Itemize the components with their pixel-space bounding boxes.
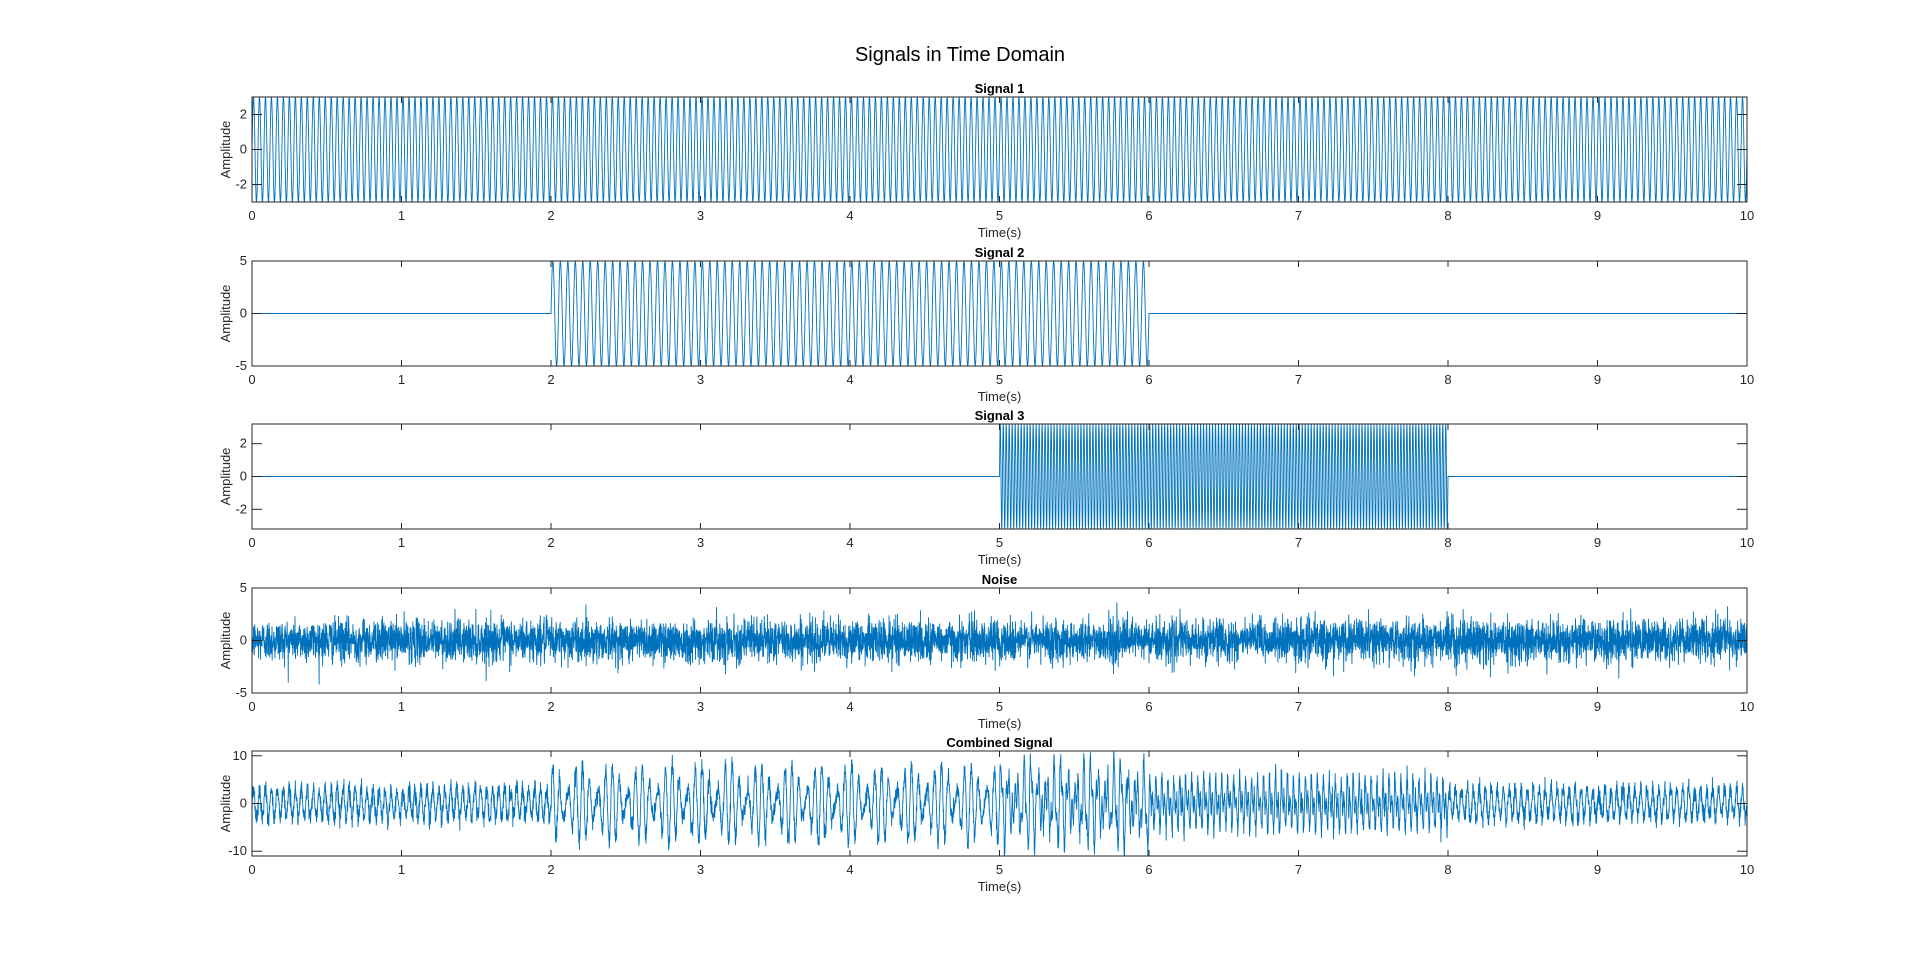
x-tick-label: 0 xyxy=(248,699,255,714)
x-tick-label: 5 xyxy=(996,372,1003,387)
x-tick-label: 3 xyxy=(697,208,704,223)
subplot-title: Combined Signal xyxy=(946,735,1052,750)
x-tick-label: 4 xyxy=(846,372,853,387)
y-tick-label: -2 xyxy=(235,501,247,516)
x-tick-label: 2 xyxy=(547,862,554,877)
x-tick-label: 9 xyxy=(1594,372,1601,387)
x-tick-label: 7 xyxy=(1295,862,1302,877)
subplot-title: Signal 3 xyxy=(975,408,1025,423)
x-tick-label: 5 xyxy=(996,862,1003,877)
y-tick-label: -10 xyxy=(228,843,247,858)
x-tick-label: 7 xyxy=(1295,535,1302,550)
x-tick-label: 8 xyxy=(1444,535,1451,550)
x-tick-label: 1 xyxy=(398,372,405,387)
series-line xyxy=(252,751,1747,856)
x-axis-label: Time(s) xyxy=(978,225,1022,240)
y-tick-label: 0 xyxy=(240,469,247,484)
y-tick-label: 0 xyxy=(240,142,247,157)
series-line xyxy=(252,424,1747,529)
x-tick-label: 5 xyxy=(996,535,1003,550)
subplot-title: Noise xyxy=(982,572,1017,587)
x-tick-label: 6 xyxy=(1145,862,1152,877)
x-tick-label: 7 xyxy=(1295,208,1302,223)
x-tick-label: 0 xyxy=(248,208,255,223)
figure-title: Signals in Time Domain xyxy=(855,44,1065,66)
x-tick-label: 0 xyxy=(248,862,255,877)
y-axis-label: Amplitude xyxy=(218,121,233,179)
y-tick-label: 5 xyxy=(240,580,247,595)
x-tick-label: 0 xyxy=(248,372,255,387)
x-tick-label: 6 xyxy=(1145,535,1152,550)
x-tick-label: 2 xyxy=(547,699,554,714)
x-tick-label: 7 xyxy=(1295,372,1302,387)
x-tick-label: 7 xyxy=(1295,699,1302,714)
x-axis-label: Time(s) xyxy=(978,879,1022,894)
series-line xyxy=(252,602,1747,685)
y-tick-label: 5 xyxy=(240,253,247,268)
x-tick-label: 4 xyxy=(846,862,853,877)
x-tick-label: 2 xyxy=(547,208,554,223)
subplot-title: Signal 2 xyxy=(975,245,1025,260)
x-tick-label: 3 xyxy=(697,372,704,387)
x-tick-label: 10 xyxy=(1740,699,1754,714)
y-tick-label: 2 xyxy=(240,436,247,451)
y-tick-label: 0 xyxy=(240,633,247,648)
y-tick-label: -2 xyxy=(235,177,247,192)
x-tick-label: 10 xyxy=(1740,208,1754,223)
x-tick-label: 1 xyxy=(398,535,405,550)
y-tick-label: 10 xyxy=(233,748,247,763)
x-tick-label: 3 xyxy=(697,699,704,714)
x-tick-label: 10 xyxy=(1740,862,1754,877)
x-tick-label: 6 xyxy=(1145,372,1152,387)
x-tick-label: 6 xyxy=(1145,208,1152,223)
x-tick-label: 1 xyxy=(398,862,405,877)
series-line xyxy=(252,97,1747,202)
x-tick-label: 9 xyxy=(1594,208,1601,223)
y-tick-label: 0 xyxy=(240,796,247,811)
x-tick-label: 6 xyxy=(1145,699,1152,714)
y-tick-label: -5 xyxy=(235,358,247,373)
x-tick-label: 2 xyxy=(547,535,554,550)
x-axis-label: Time(s) xyxy=(978,716,1022,731)
x-tick-label: 8 xyxy=(1444,372,1451,387)
x-tick-label: 4 xyxy=(846,535,853,550)
x-tick-label: 8 xyxy=(1444,699,1451,714)
x-tick-label: 5 xyxy=(996,208,1003,223)
x-tick-label: 10 xyxy=(1740,372,1754,387)
subplot-1: 0 1 2 3 4 5 6 7 8 9 10 -2 0 2 Signal 1 Time(s) Amplitude xyxy=(218,81,1754,240)
y-tick-label: 0 xyxy=(240,306,247,321)
x-tick-label: 1 xyxy=(398,208,405,223)
y-axis-label: Amplitude xyxy=(218,285,233,343)
y-tick-label: -5 xyxy=(235,685,247,700)
y-tick-label: 2 xyxy=(240,107,247,122)
x-tick-label: 0 xyxy=(248,535,255,550)
x-tick-label: 3 xyxy=(697,862,704,877)
series-line xyxy=(252,261,1747,366)
x-axis-label: Time(s) xyxy=(978,552,1022,567)
x-tick-label: 4 xyxy=(846,699,853,714)
y-axis-label: Amplitude xyxy=(218,775,233,833)
subplot-3: 0 1 2 3 4 5 6 7 8 9 10 -2 0 2 Signal 3 Time(s) Amplitude xyxy=(218,408,1754,567)
x-tick-label: 9 xyxy=(1594,862,1601,877)
x-tick-label: 9 xyxy=(1594,535,1601,550)
subplot-title: Signal 1 xyxy=(975,81,1025,96)
x-tick-label: 10 xyxy=(1740,535,1754,550)
x-tick-label: 3 xyxy=(697,535,704,550)
x-tick-label: 2 xyxy=(547,372,554,387)
y-axis-label: Amplitude xyxy=(218,448,233,506)
x-tick-label: 8 xyxy=(1444,208,1451,223)
x-tick-label: 4 xyxy=(846,208,853,223)
x-axis-label: Time(s) xyxy=(978,389,1022,404)
x-tick-label: 8 xyxy=(1444,862,1451,877)
x-tick-label: 9 xyxy=(1594,699,1601,714)
x-tick-label: 5 xyxy=(996,699,1003,714)
x-tick-label: 1 xyxy=(398,699,405,714)
y-axis-label: Amplitude xyxy=(218,612,233,670)
